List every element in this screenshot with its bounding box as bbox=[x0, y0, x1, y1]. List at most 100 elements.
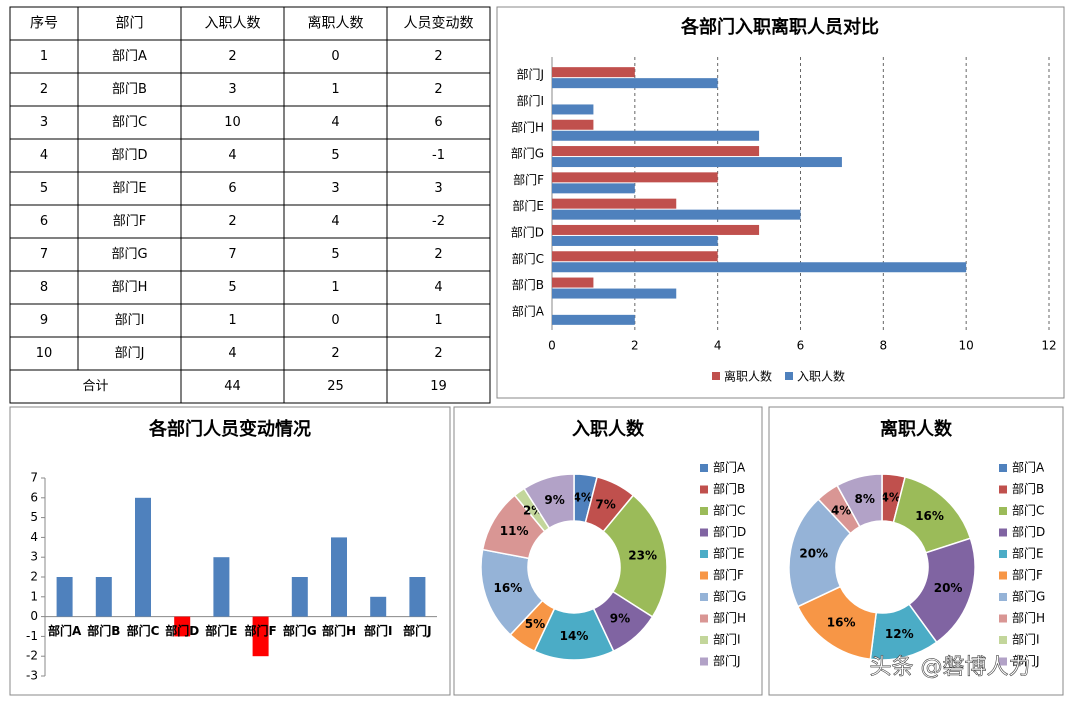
y-tick-label: 部门J bbox=[516, 67, 544, 82]
table-total: 25 bbox=[327, 379, 344, 394]
table-cell: 1 bbox=[434, 313, 442, 328]
y-tick-label: 部门I bbox=[516, 93, 544, 108]
table-cell: 部门C bbox=[112, 115, 147, 130]
legend-label: 部门F bbox=[713, 567, 744, 582]
bar bbox=[552, 130, 760, 141]
table-cell: -1 bbox=[432, 148, 445, 163]
bar bbox=[552, 67, 635, 78]
data-label: 9% bbox=[544, 493, 564, 507]
x-tick-label: 部门A bbox=[48, 623, 82, 638]
bar bbox=[409, 577, 426, 617]
y-tick-label: 5 bbox=[30, 510, 38, 524]
bar bbox=[56, 577, 73, 617]
y-tick-label: 部门E bbox=[512, 198, 544, 213]
x-tick-label: 12 bbox=[1041, 339, 1056, 353]
legend-label: 部门C bbox=[713, 503, 745, 518]
data-label: 23% bbox=[628, 549, 657, 563]
bar bbox=[291, 577, 308, 617]
data-label: 4% bbox=[881, 491, 901, 505]
table-cell: 1 bbox=[331, 280, 339, 295]
table-cell: 7 bbox=[228, 247, 236, 262]
legend-swatch bbox=[700, 636, 708, 644]
table-cell: 3 bbox=[434, 181, 442, 196]
table-cell: -2 bbox=[432, 214, 445, 229]
bar bbox=[552, 209, 801, 220]
data-label: 16% bbox=[494, 581, 523, 595]
table-cell: 4 bbox=[228, 346, 236, 361]
table-header: 离职人数 bbox=[308, 15, 364, 32]
y-tick-label: 部门D bbox=[511, 224, 544, 239]
data-label: 16% bbox=[915, 509, 944, 523]
chart-title: 入职人数 bbox=[572, 418, 645, 440]
legend-swatch bbox=[785, 372, 793, 380]
y-tick-label: 部门B bbox=[512, 277, 544, 292]
x-tick-label: 部门J bbox=[403, 623, 431, 638]
bar bbox=[552, 183, 635, 194]
table-cell: 2 bbox=[40, 82, 48, 97]
legend-label: 部门G bbox=[1012, 589, 1045, 604]
table-cell: 部门F bbox=[113, 214, 146, 229]
legend-label: 部门E bbox=[1012, 546, 1044, 561]
bar bbox=[552, 119, 594, 130]
data-label: 7% bbox=[595, 498, 615, 512]
chart-title: 离职人数 bbox=[880, 418, 953, 440]
table-cell: 0 bbox=[331, 313, 339, 328]
legend-label: 部门D bbox=[713, 524, 746, 539]
chart-title: 各部门人员变动情况 bbox=[148, 418, 311, 440]
table-cell: 6 bbox=[40, 214, 48, 229]
y-tick-label: 部门G bbox=[511, 146, 544, 161]
table-cell: 4 bbox=[331, 214, 339, 229]
y-tick-label: 6 bbox=[30, 490, 38, 504]
legend-label: 部门J bbox=[1012, 653, 1040, 668]
table-cell: 部门D bbox=[111, 148, 147, 163]
x-tick-label: 部门I bbox=[364, 623, 392, 638]
legend-label: 部门H bbox=[1012, 610, 1045, 625]
legend-swatch bbox=[999, 528, 1007, 537]
y-tick-label: 部门F bbox=[513, 172, 544, 187]
y-tick-label: -1 bbox=[26, 629, 38, 643]
table-cell: 5 bbox=[228, 280, 236, 295]
donut-slice bbox=[836, 473, 883, 528]
table-cell: 4 bbox=[331, 115, 339, 130]
data-label: 12% bbox=[885, 627, 914, 641]
y-tick-label: 7 bbox=[30, 471, 38, 485]
table-cell: 部门J bbox=[115, 346, 145, 361]
data-label: 5% bbox=[525, 617, 545, 631]
x-tick-label: 部门H bbox=[322, 623, 356, 638]
table-total: 19 bbox=[430, 379, 447, 394]
table-cell: 1 bbox=[40, 49, 48, 64]
table-cell: 部门H bbox=[112, 280, 148, 295]
table-cell: 2 bbox=[434, 247, 442, 262]
legend-swatch bbox=[700, 528, 708, 537]
table-header: 人员变动数 bbox=[404, 16, 474, 32]
legend-label: 部门E bbox=[713, 546, 745, 561]
legend-label: 部门B bbox=[713, 481, 745, 496]
table-cell: 部门B bbox=[112, 82, 147, 97]
y-tick-label: -3 bbox=[26, 669, 38, 683]
bar bbox=[552, 224, 760, 235]
legend-swatch bbox=[999, 593, 1007, 601]
x-tick-label: 部门D bbox=[165, 623, 199, 638]
y-tick-label: 0 bbox=[30, 609, 38, 623]
table-cell: 8 bbox=[40, 280, 48, 295]
y-tick-label: 部门H bbox=[511, 119, 544, 134]
table-cell: 6 bbox=[434, 115, 442, 130]
legend-swatch bbox=[999, 657, 1007, 666]
data-label: 4% bbox=[573, 491, 593, 505]
table-cell: 1 bbox=[331, 82, 339, 97]
legend-label: 部门I bbox=[1012, 632, 1040, 647]
table-header: 入职人数 bbox=[205, 16, 261, 32]
y-tick-label: 1 bbox=[30, 589, 38, 603]
data-label: 20% bbox=[799, 546, 828, 560]
bar bbox=[552, 78, 718, 89]
table-cell: 2 bbox=[434, 49, 442, 64]
legend-swatch bbox=[999, 507, 1007, 515]
bar bbox=[552, 262, 967, 273]
legend-label: 部门D bbox=[1012, 524, 1045, 539]
legend-swatch bbox=[700, 614, 708, 623]
bar bbox=[552, 157, 842, 168]
bar bbox=[552, 277, 594, 288]
legend-swatch bbox=[700, 507, 708, 515]
legend-swatch bbox=[999, 464, 1007, 472]
